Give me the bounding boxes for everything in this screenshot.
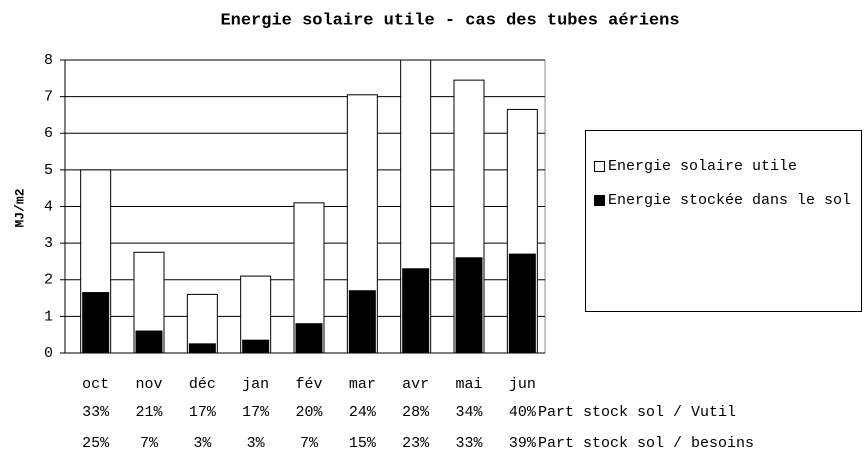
legend-swatch xyxy=(594,195,605,206)
row-value: 20% xyxy=(295,404,323,421)
x-tick-label: jun xyxy=(509,376,536,393)
x-tick-label: jan xyxy=(242,376,269,393)
bar xyxy=(455,257,483,354)
y-tick-label: 3 xyxy=(44,235,53,252)
x-tick-label: avr xyxy=(402,376,429,393)
x-tick-label: nov xyxy=(135,376,162,393)
y-tick-label: 4 xyxy=(44,198,53,215)
row-value: 17% xyxy=(242,404,270,421)
row-value: 3% xyxy=(247,435,266,452)
legend-swatch xyxy=(594,161,605,172)
row-label: Part stock sol / Vutil xyxy=(538,404,736,421)
row-value: 3% xyxy=(193,435,212,452)
x-tick-label: mar xyxy=(349,376,376,393)
bar xyxy=(135,330,163,354)
bar xyxy=(348,290,376,354)
bar xyxy=(295,323,323,354)
row-value: 15% xyxy=(349,435,377,452)
bar xyxy=(402,268,430,354)
y-tick-label: 8 xyxy=(44,52,53,69)
y-axis-label: MJ/m2 xyxy=(12,188,27,227)
row-value: 39% xyxy=(509,435,537,452)
row-value: 23% xyxy=(402,435,430,452)
y-tick-label: 5 xyxy=(44,162,53,179)
legend-label: Energie stockée dans le sol xyxy=(608,192,852,209)
row-value: 17% xyxy=(189,404,217,421)
y-tick-label: 0 xyxy=(44,345,53,362)
bar xyxy=(508,253,536,354)
y-tick-label: 2 xyxy=(44,272,53,289)
x-tick-label: déc xyxy=(189,376,216,393)
row-value: 33% xyxy=(82,404,110,421)
legend-entry: Energie solaire utile xyxy=(594,157,857,177)
legend-label: Energie solaire utile xyxy=(608,158,798,175)
bar xyxy=(82,292,110,354)
bar xyxy=(242,339,270,354)
row-label: Part stock sol / besoins xyxy=(538,435,754,452)
x-tick-label: oct xyxy=(82,376,109,393)
row-value: 33% xyxy=(455,435,483,452)
row-value: 34% xyxy=(455,404,483,421)
row-value: 25% xyxy=(82,435,110,452)
bar xyxy=(186,293,218,354)
y-tick-label: 1 xyxy=(44,308,53,325)
row-value: 7% xyxy=(300,435,319,452)
row-value: 7% xyxy=(140,435,159,452)
legend: Energie solaire utile Energie stockée dan… xyxy=(585,130,862,312)
row-value: 28% xyxy=(402,404,430,421)
chart-title: Energie solaire utile - cas des tubes aé… xyxy=(220,11,679,30)
row-value: 21% xyxy=(135,404,163,421)
legend-entry: Energie stockée dans le sol xyxy=(594,191,857,211)
x-tick-label: mai xyxy=(455,376,482,393)
x-tick-label: fév xyxy=(295,376,322,393)
y-tick-label: 7 xyxy=(44,89,53,106)
row-value: 40% xyxy=(509,404,537,421)
bar xyxy=(188,343,216,354)
row-value: 24% xyxy=(349,404,377,421)
y-tick-label: 6 xyxy=(44,125,53,142)
